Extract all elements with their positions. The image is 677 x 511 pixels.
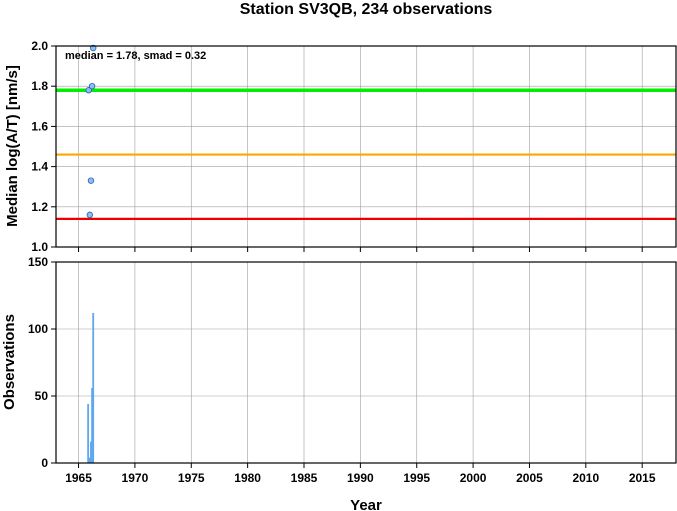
- data-point: [86, 211, 94, 219]
- top-y-tick-label: 1.2: [31, 200, 48, 214]
- x-tick-label: 2010: [572, 471, 599, 485]
- top-panel-grid: [56, 45, 676, 248]
- data-point: [88, 82, 96, 90]
- x-tick-label: 2015: [629, 471, 656, 485]
- top-panel-points: [85, 44, 97, 219]
- data-point: [87, 177, 95, 184]
- x-tick-label: 1985: [291, 471, 318, 485]
- observation-bar: [87, 404, 90, 463]
- x-tick-label: 1980: [234, 471, 261, 485]
- x-tick-label: 2000: [460, 471, 487, 485]
- data-point: [85, 87, 92, 94]
- data-point: [89, 44, 97, 52]
- bottom-panel-grid: [56, 261, 676, 464]
- top-y-tick-label: 1.4: [31, 160, 48, 174]
- chart-title: Station SV3QB, 234 observations: [240, 1, 493, 18]
- top-y-axis-label: Median log(A/T) [nm/s]: [4, 65, 21, 227]
- top-panel-reference-lines: [56, 88, 676, 220]
- x-tick-label: 1970: [122, 471, 149, 485]
- bottom-y-tick-label: 50: [35, 389, 49, 403]
- x-axis-ticks: 1965 1970 1975 1980 1985 1990 1995 2000 2005 2010…: [65, 247, 656, 485]
- bottom-y-tick-label: 150: [28, 255, 48, 269]
- x-axis-label: Year: [350, 497, 382, 511]
- observation-bar: [91, 387, 93, 463]
- observation-bar: [92, 312, 95, 463]
- x-tick-label: 1975: [178, 471, 205, 485]
- bottom-y-tick-label: 0: [41, 456, 48, 470]
- top-y-tick-label: 1.6: [31, 119, 48, 133]
- top-y-tick-label: 2.0: [31, 39, 48, 53]
- bottom-panel-y-ticks: 0 50 100 150: [28, 255, 56, 470]
- bottom-y-tick-label: 100: [28, 322, 48, 336]
- bottom-panel-frame: [55, 261, 677, 464]
- bottom-panel-bars: [87, 312, 95, 463]
- top-y-tick-label: 1.0: [31, 240, 48, 254]
- x-tick-label: 1995: [403, 471, 430, 485]
- top-panel-frame: [55, 45, 677, 248]
- top-y-tick-label: 1.8: [31, 79, 48, 93]
- x-tick-label: 1965: [65, 471, 92, 485]
- x-tick-label: 2005: [516, 471, 543, 485]
- observation-bar: [90, 441, 92, 463]
- stats-annotation: median = 1.78, smad = 0.32: [65, 50, 206, 62]
- observation-bar: [88, 457, 91, 463]
- top-panel-y-ticks: 1.0 1.2 1.4 1.6 1.8 2.0: [31, 39, 56, 254]
- x-tick-label: 1990: [347, 471, 374, 485]
- bottom-y-axis-label: Observations: [1, 314, 18, 410]
